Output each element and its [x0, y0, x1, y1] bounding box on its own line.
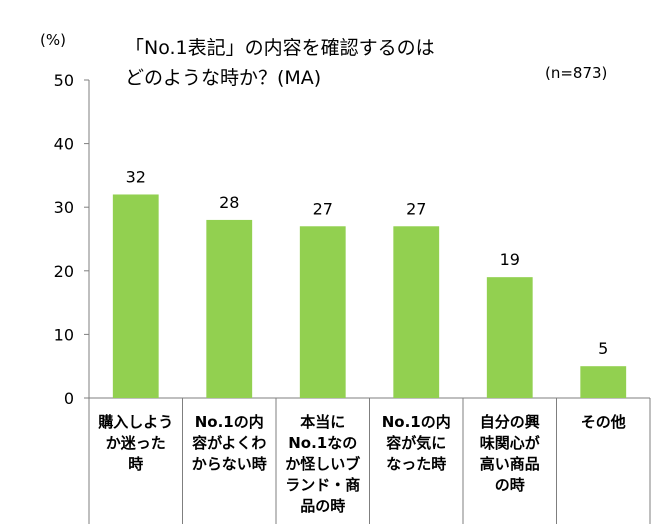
x-category-label: 味関心が — [480, 434, 541, 452]
x-category-label: 品の時 — [300, 497, 345, 515]
sample-size-note: (n=873) — [545, 64, 607, 82]
y-tick-label: 30 — [54, 198, 74, 217]
x-category-label: か怪しいブ — [285, 455, 360, 473]
x-category-label: No.1の内 — [195, 413, 264, 431]
bar — [580, 366, 627, 398]
y-tick-label: 20 — [54, 262, 74, 281]
bar-value-label: 28 — [219, 193, 239, 212]
x-category-label: なった時 — [386, 455, 446, 473]
bar-value-label: 32 — [126, 167, 146, 186]
x-category-label: 容が気に — [385, 434, 446, 452]
chart-title-line-2: どのような時か？(MA) — [125, 67, 321, 89]
bar-value-label: 5 — [598, 339, 608, 358]
x-category-label: No.1なの — [288, 434, 357, 452]
bar — [486, 277, 533, 398]
bar — [112, 194, 159, 398]
bar-value-label: 19 — [500, 250, 520, 269]
x-category-label: か迷った — [106, 434, 166, 452]
x-category-label: 自分の興 — [480, 413, 540, 431]
y-tick-label: 10 — [54, 325, 74, 344]
bar-value-label: 27 — [313, 199, 333, 218]
x-category-label: 容がよくわ — [191, 434, 266, 452]
y-tick-label: 40 — [54, 135, 74, 154]
chart-title-line-1: 「No.1表記」の内容を確認するのは — [125, 37, 435, 59]
x-category-label: No.1の内 — [382, 413, 451, 431]
bar — [299, 226, 346, 398]
x-category-label: その他 — [581, 413, 626, 431]
x-category-label: 購入しよう — [97, 413, 173, 431]
y-axis-unit-label: (%) — [40, 31, 66, 49]
plot-area: 0102030405032購入しようか迷った時28No.1の内容がよくわからない… — [54, 71, 651, 524]
x-category-label: からない時 — [192, 455, 267, 473]
y-tick-label: 50 — [54, 71, 74, 90]
bar — [393, 226, 440, 398]
y-tick-label: 0 — [64, 389, 74, 408]
bar — [206, 219, 253, 398]
x-category-label: の時 — [495, 476, 525, 494]
bar-value-label: 27 — [406, 199, 426, 218]
x-category-label: 本当に — [300, 413, 345, 431]
x-category-label: 高い商品 — [480, 455, 540, 473]
x-category-label: 時 — [128, 455, 143, 473]
x-category-label: ランド・商 — [285, 476, 360, 494]
